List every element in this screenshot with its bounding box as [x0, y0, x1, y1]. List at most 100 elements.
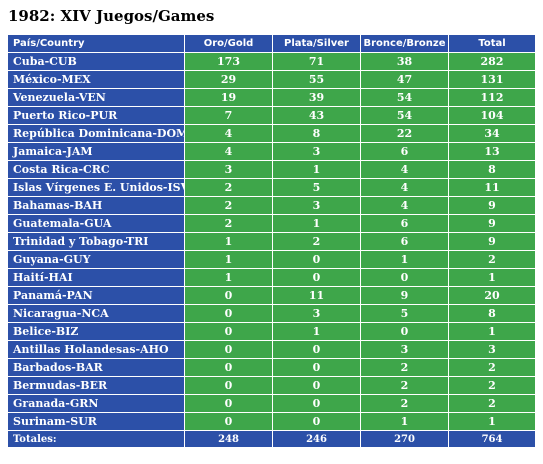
totals-bronze: 270 [360, 430, 449, 448]
silver-cell: 55 [272, 70, 361, 89]
gold-cell: 1 [184, 268, 273, 287]
table-row: República Dominicana-DOM 4 8 22 34 [7, 124, 536, 143]
total-cell: 8 [448, 160, 536, 179]
total-cell: 282 [448, 52, 536, 71]
country-cell: Costa Rica-CRC [7, 160, 185, 179]
totals-gold: 248 [184, 430, 273, 448]
gold-cell: 3 [184, 160, 273, 179]
country-cell: Haití-HAI [7, 268, 185, 287]
gold-cell: 4 [184, 124, 273, 143]
bronze-cell: 54 [360, 88, 449, 107]
bronze-cell: 1 [360, 250, 449, 269]
table-row: Costa Rica-CRC 3 1 4 8 [7, 160, 536, 179]
header-row: País/Country Oro/Gold Plata/Silver Bronc… [7, 34, 536, 53]
gold-cell: 173 [184, 52, 273, 71]
bronze-cell: 6 [360, 232, 449, 251]
table-row: Islas Vírgenes E. Unidos-ISV 2 5 4 11 [7, 178, 536, 197]
gold-cell: 1 [184, 232, 273, 251]
country-cell: Barbados-BAR [7, 358, 185, 377]
bronze-cell: 47 [360, 70, 449, 89]
gold-cell: 0 [184, 358, 273, 377]
silver-cell: 0 [272, 358, 361, 377]
country-cell: Bermudas-BER [7, 376, 185, 395]
table-row: Venezuela-VEN 19 39 54 112 [7, 88, 536, 107]
total-cell: 34 [448, 124, 536, 143]
silver-cell: 39 [272, 88, 361, 107]
gold-cell: 0 [184, 394, 273, 413]
silver-cell: 0 [272, 376, 361, 395]
totals-silver: 246 [272, 430, 361, 448]
silver-cell: 43 [272, 106, 361, 125]
bronze-cell: 54 [360, 106, 449, 125]
totals-row: Totales: 248 246 270 764 [7, 430, 536, 448]
header-bronze: Bronce/Bronze [360, 34, 449, 53]
country-cell: Islas Vírgenes E. Unidos-ISV [7, 178, 185, 197]
bronze-cell: 6 [360, 214, 449, 233]
gold-cell: 19 [184, 88, 273, 107]
table-row: Haití-HAI 1 0 0 1 [7, 268, 536, 287]
total-cell: 9 [448, 214, 536, 233]
totals-total: 764 [448, 430, 536, 448]
gold-cell: 4 [184, 142, 273, 161]
country-cell: Nicaragua-NCA [7, 304, 185, 323]
gold-cell: 0 [184, 304, 273, 323]
total-cell: 1 [448, 322, 536, 341]
table-row: Panamá-PAN 0 11 9 20 [7, 286, 536, 305]
silver-cell: 0 [272, 394, 361, 413]
total-cell: 9 [448, 196, 536, 215]
total-cell: 11 [448, 178, 536, 197]
silver-cell: 0 [272, 412, 361, 431]
table-row: Bermudas-BER 0 0 2 2 [7, 376, 536, 395]
table-row: Nicaragua-NCA 0 3 5 8 [7, 304, 536, 323]
total-cell: 112 [448, 88, 536, 107]
silver-cell: 0 [272, 250, 361, 269]
total-cell: 9 [448, 232, 536, 251]
total-cell: 1 [448, 412, 536, 431]
country-cell: Bahamas-BAH [7, 196, 185, 215]
bronze-cell: 6 [360, 142, 449, 161]
country-cell: Guatemala-GUA [7, 214, 185, 233]
total-cell: 8 [448, 304, 536, 323]
country-cell: Antillas Holandesas-AHO [7, 340, 185, 359]
gold-cell: 2 [184, 214, 273, 233]
bronze-cell: 4 [360, 178, 449, 197]
gold-cell: 2 [184, 196, 273, 215]
country-cell: Jamaica-JAM [7, 142, 185, 161]
table-row: Granada-GRN 0 0 2 2 [7, 394, 536, 413]
total-cell: 104 [448, 106, 536, 125]
bronze-cell: 3 [360, 340, 449, 359]
silver-cell: 71 [272, 52, 361, 71]
total-cell: 2 [448, 376, 536, 395]
header-silver: Plata/Silver [272, 34, 361, 53]
total-cell: 1 [448, 268, 536, 287]
gold-cell: 7 [184, 106, 273, 125]
bronze-cell: 0 [360, 322, 449, 341]
header-total: Total [448, 34, 536, 53]
bronze-cell: 4 [360, 196, 449, 215]
silver-cell: 5 [272, 178, 361, 197]
table-row: Surinam-SUR 0 0 1 1 [7, 412, 536, 431]
bronze-cell: 5 [360, 304, 449, 323]
table-row: Bahamas-BAH 2 3 4 9 [7, 196, 536, 215]
gold-cell: 0 [184, 340, 273, 359]
silver-cell: 11 [272, 286, 361, 305]
gold-cell: 0 [184, 376, 273, 395]
bronze-cell: 38 [360, 52, 449, 71]
silver-cell: 2 [272, 232, 361, 251]
country-cell: Surinam-SUR [7, 412, 185, 431]
silver-cell: 0 [272, 340, 361, 359]
country-cell: Venezuela-VEN [7, 88, 185, 107]
table-row: México-MEX 29 55 47 131 [7, 70, 536, 89]
bronze-cell: 0 [360, 268, 449, 287]
silver-cell: 1 [272, 160, 361, 179]
silver-cell: 3 [272, 196, 361, 215]
gold-cell: 1 [184, 250, 273, 269]
table-row: Belice-BIZ 0 1 0 1 [7, 322, 536, 341]
medal-table: País/Country Oro/Gold Plata/Silver Bronc… [7, 34, 536, 448]
silver-cell: 1 [272, 214, 361, 233]
bronze-cell: 2 [360, 394, 449, 413]
silver-cell: 3 [272, 304, 361, 323]
total-cell: 13 [448, 142, 536, 161]
table-row: Guyana-GUY 1 0 1 2 [7, 250, 536, 269]
silver-cell: 1 [272, 322, 361, 341]
